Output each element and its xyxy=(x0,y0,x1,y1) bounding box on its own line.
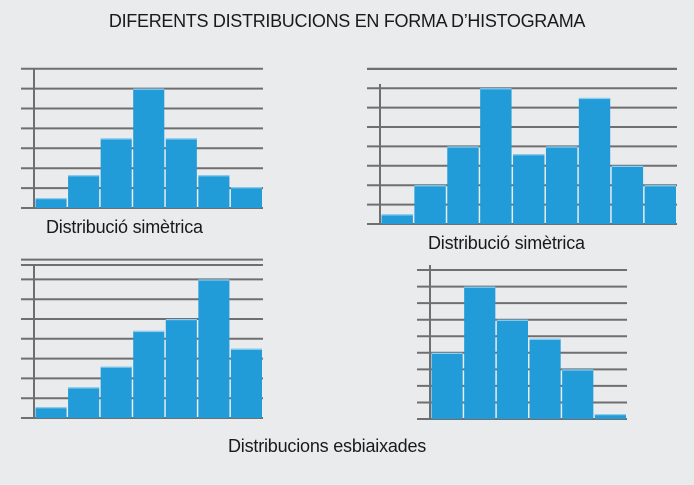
histogram-bar xyxy=(165,138,197,208)
histogram-bar xyxy=(133,88,165,208)
bar-top-highlight xyxy=(529,338,561,340)
histogram-bar xyxy=(35,407,67,418)
histogram-bar xyxy=(513,154,545,224)
bar-top-highlight xyxy=(480,88,512,90)
histogram-symmetric-bimodal xyxy=(367,67,677,225)
histogram-bar xyxy=(545,146,578,224)
histogram-bar xyxy=(480,88,512,224)
histogram-bar xyxy=(431,352,463,419)
histogram-bar xyxy=(100,138,132,208)
histogram-bar xyxy=(133,330,165,418)
histogram-bar xyxy=(529,338,561,419)
bar-top-highlight xyxy=(414,185,446,187)
bar-top-highlight xyxy=(611,165,644,167)
bar-top-highlight xyxy=(68,175,100,177)
histogram-bar xyxy=(100,366,132,418)
bar-top-highlight xyxy=(100,138,132,140)
histogram-bar xyxy=(198,175,230,208)
histogram-bar xyxy=(562,369,594,419)
bar-top-highlight xyxy=(513,154,545,156)
bar-top-highlight xyxy=(230,187,262,189)
histogram-bar xyxy=(230,348,262,418)
bar-top-highlight xyxy=(165,319,197,321)
caption-symmetric-unimodal: Distribució simètrica xyxy=(46,217,203,237)
histogram-skewed-right xyxy=(417,265,627,420)
bar-top-highlight xyxy=(644,185,676,187)
bar-top-highlight xyxy=(35,198,67,200)
histogram-bar xyxy=(447,146,479,224)
histogram-bar xyxy=(611,165,644,224)
histogram-bar xyxy=(68,175,100,208)
caption-skewed: Distribucions esbiaixades xyxy=(228,436,427,456)
main-title: DIFERENTS DISTRIBUCIONS EN FORMA D’HISTO… xyxy=(108,11,586,31)
histogram-bar xyxy=(68,387,100,418)
bar-top-highlight xyxy=(447,146,479,148)
bar-top-highlight xyxy=(133,88,165,90)
histogram-bar xyxy=(578,97,611,224)
histogram-bar xyxy=(464,286,496,419)
histogram-bar xyxy=(381,214,413,224)
bar-top-highlight xyxy=(464,286,496,288)
histogram-symmetric-unimodal xyxy=(21,67,263,209)
bar-top-highlight xyxy=(431,352,463,354)
bar-top-highlight xyxy=(562,369,594,371)
bar-top-highlight xyxy=(198,279,230,281)
caption-symmetric-bimodal: Distribució simètrica xyxy=(428,233,585,253)
bar-top-highlight xyxy=(100,366,132,368)
bar-top-highlight xyxy=(545,146,578,148)
bar-top-highlight xyxy=(496,319,528,321)
histogram-bar xyxy=(414,185,446,224)
histogram-bar xyxy=(230,187,262,208)
bar-top-highlight xyxy=(35,407,67,409)
bar-top-highlight xyxy=(198,175,230,177)
bar-top-highlight xyxy=(165,138,197,140)
bar-top-highlight xyxy=(230,348,262,350)
bar-top-highlight xyxy=(68,387,100,389)
histogram-bar xyxy=(165,319,197,418)
histogram-bar xyxy=(594,414,626,419)
bar-top-highlight xyxy=(133,330,165,333)
bar-top-highlight xyxy=(594,414,626,416)
histogram-bar xyxy=(496,319,528,419)
bar-top-highlight xyxy=(381,214,413,216)
bar-top-highlight xyxy=(578,97,611,100)
histogram-bar xyxy=(644,185,676,224)
histogram-skewed-left xyxy=(21,258,263,419)
histogram-bar xyxy=(198,279,230,418)
histogram-bar xyxy=(35,198,67,208)
